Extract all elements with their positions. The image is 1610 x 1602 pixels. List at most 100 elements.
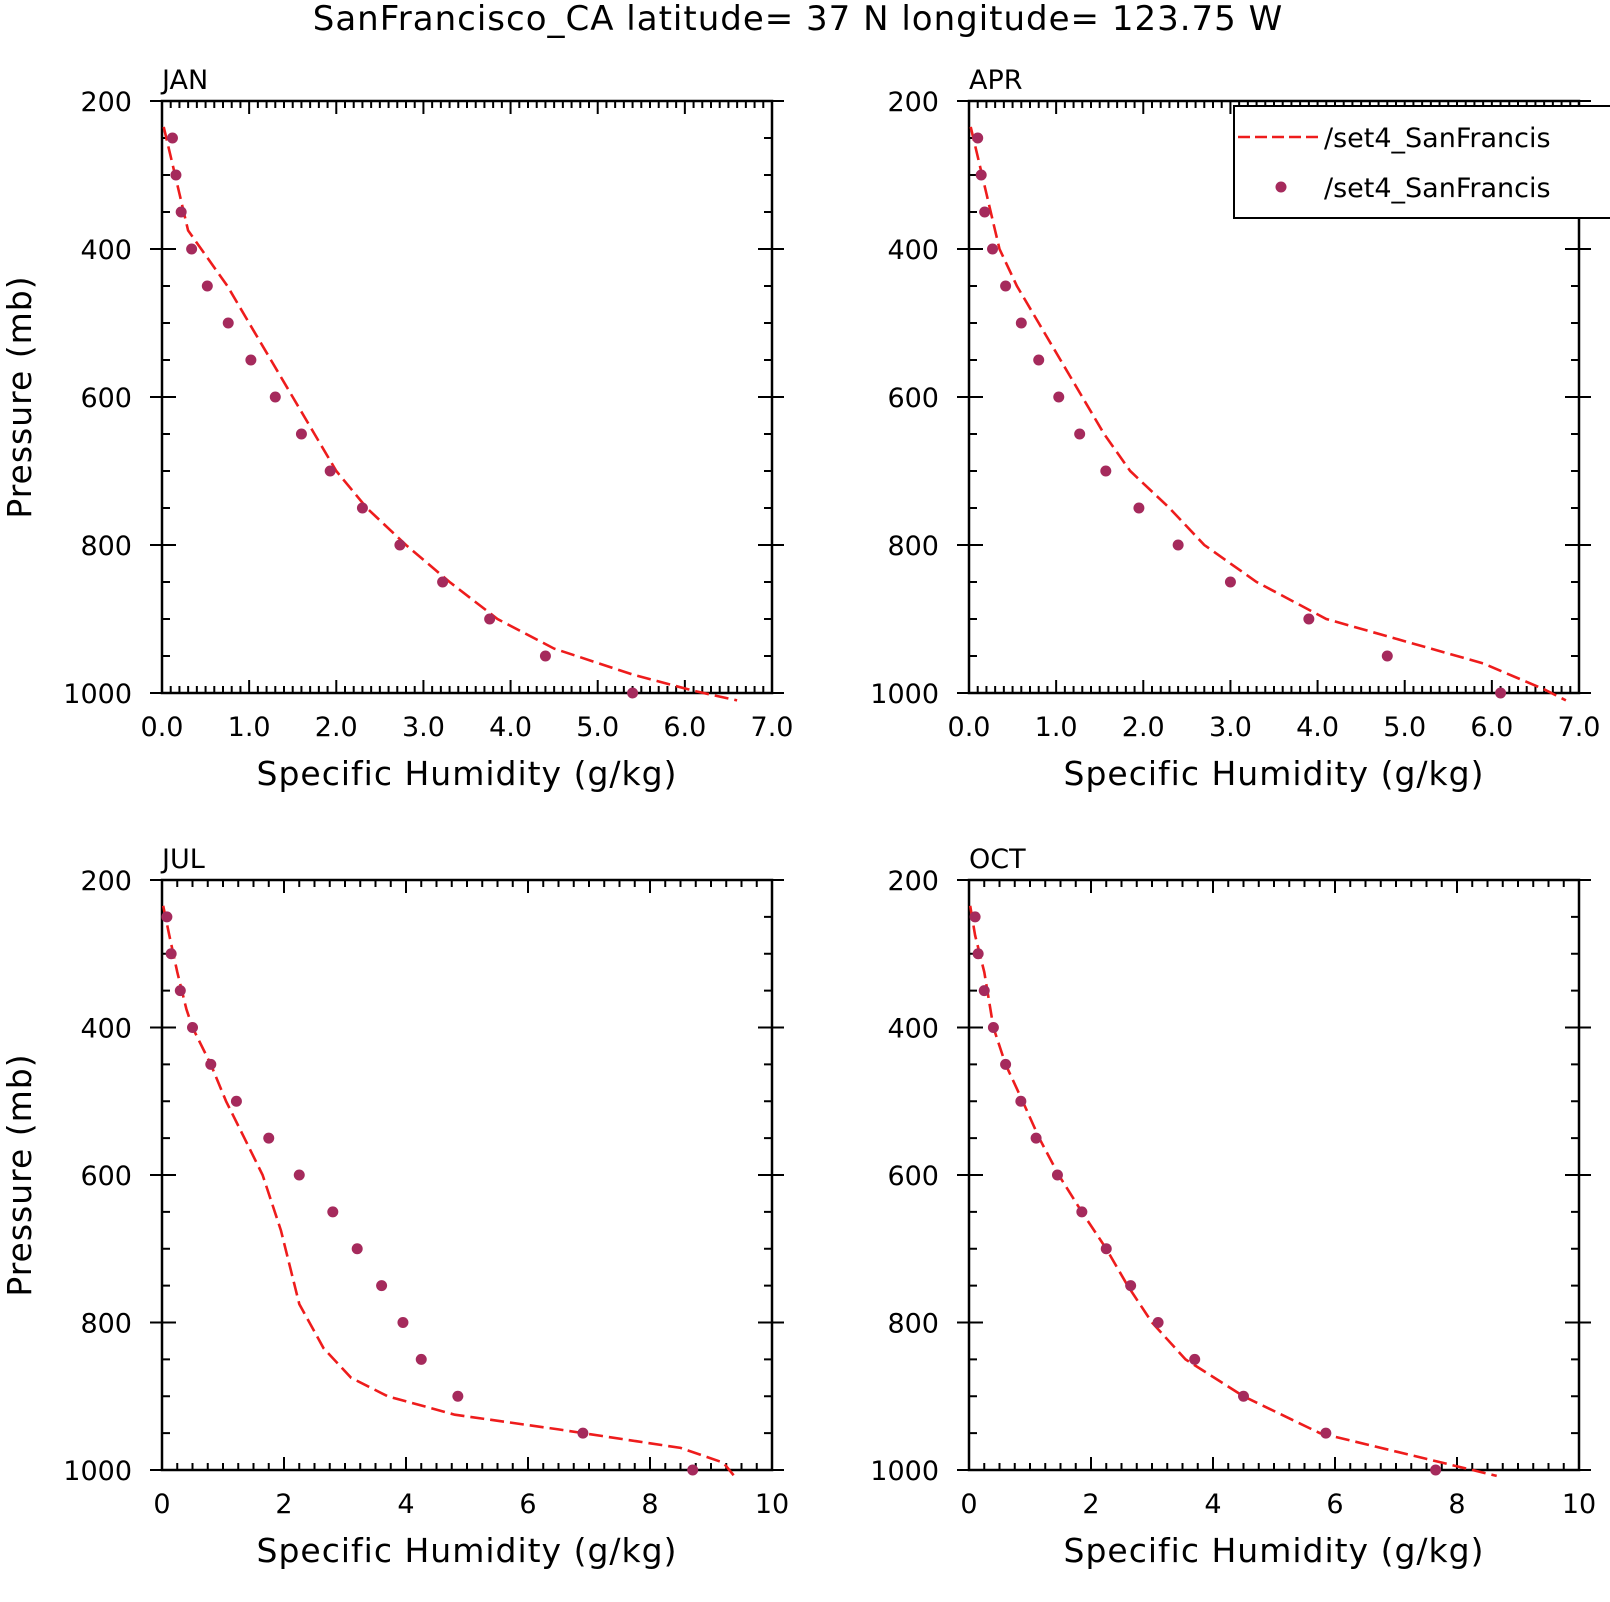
data-point [1100, 465, 1112, 477]
data-point [979, 206, 991, 218]
data-point [230, 1095, 242, 1107]
observation-points [972, 132, 1507, 699]
data-point [174, 985, 186, 997]
data-point [1381, 650, 1393, 662]
legend-frame [1233, 105, 1610, 219]
data-point [356, 502, 368, 514]
data-point [1172, 539, 1184, 551]
x-tick-label: 1.0 [1035, 712, 1078, 743]
data-point [1238, 1390, 1249, 1402]
data-point [295, 428, 307, 440]
data-point [1189, 1353, 1201, 1365]
figure-title: SanFrancisco_CA latitude= 37 N longitude… [313, 0, 1284, 39]
data-point [987, 1022, 999, 1033]
data-point [1074, 428, 1086, 440]
y-tick-label: 400 [887, 235, 939, 266]
panel-jan: JAN 0.0 1.0 2.0 3.0 4.0 5.0 6.0 7.0 200 400 600 800 1… [0, 65, 793, 793]
data-point [484, 613, 496, 625]
x-tick-label: 4 [397, 1489, 414, 1520]
data-point [1053, 391, 1065, 403]
x-tick-label: 0.0 [141, 712, 184, 743]
model-dashed-line [162, 126, 738, 702]
y-tick-label: 800 [80, 531, 132, 562]
data-point [351, 1243, 363, 1255]
y-tick-label: 400 [80, 1014, 132, 1045]
data-point [165, 948, 177, 960]
x-tick-label: 2.0 [1122, 712, 1165, 743]
x-tick-label: 0 [960, 1489, 977, 1520]
model-dashed-line [161, 905, 737, 1479]
y-tick-label: 200 [80, 866, 132, 897]
x-tick-label: 0.0 [948, 712, 991, 743]
x-tick-label: 0 [153, 1489, 170, 1520]
y-axis-title: Pressure (mb) [0, 275, 39, 518]
data-point [1320, 1427, 1332, 1439]
data-point [376, 1280, 388, 1292]
data-point [201, 280, 213, 292]
x-tick-label: 7.0 [751, 712, 794, 743]
data-point [972, 948, 984, 960]
y-tick-label: 1000 [63, 1456, 132, 1487]
x-tick-label: 7.0 [1558, 712, 1601, 743]
y-tick-label: 800 [887, 531, 939, 562]
x-tick-label: 8 [1448, 1489, 1465, 1520]
data-point [1125, 1280, 1137, 1292]
data-point [1224, 576, 1236, 588]
y-tick-label: 800 [887, 1309, 939, 1340]
data-point [969, 911, 981, 923]
x-tick-label: 6 [519, 1489, 536, 1520]
y-tick-label: 600 [80, 1161, 132, 1192]
ticks [957, 100, 1591, 694]
ticks [150, 879, 784, 1471]
x-axis-title: Specific Humidity (g/kg) [1064, 1531, 1485, 1570]
y-tick-label: 200 [887, 87, 939, 118]
data-point [987, 243, 999, 255]
data-point [161, 911, 173, 923]
x-tick-label: 10 [755, 1489, 789, 1520]
data-point [324, 465, 336, 477]
data-point [394, 539, 406, 551]
data-point [1051, 1169, 1063, 1181]
x-axis-title: Specific Humidity (g/kg) [257, 1531, 678, 1570]
data-point [245, 354, 257, 366]
x-tick-label: 6.0 [663, 712, 706, 743]
ticks [957, 879, 1591, 1471]
panel-label: JUL [160, 844, 205, 875]
x-tick-label: 4.0 [1296, 712, 1339, 743]
observation-points [969, 911, 1442, 1476]
x-tick-label: 3.0 [402, 712, 445, 743]
data-point [687, 1464, 699, 1476]
data-point [1495, 687, 1507, 699]
x-tick-label: 5.0 [1383, 712, 1426, 743]
data-point [397, 1317, 409, 1328]
data-point [539, 650, 551, 662]
data-point [1000, 1058, 1012, 1070]
plot-frame [160, 878, 774, 1472]
legend: /set4_SanFrancis/set4_SanFrancis [1233, 105, 1610, 219]
data-point [1133, 502, 1145, 514]
x-tick-label: 10 [1562, 1489, 1596, 1520]
data-point [269, 391, 281, 403]
x-axis-title: Specific Humidity (g/kg) [1064, 754, 1485, 793]
x-tick-label: 1.0 [228, 712, 271, 743]
data-point [437, 576, 449, 588]
data-point [627, 687, 639, 699]
x-tick-label: 6.0 [1470, 712, 1513, 743]
data-point [175, 206, 187, 218]
panel-label: APR [969, 65, 1023, 96]
legend-label: /set4_SanFrancis [1324, 123, 1551, 154]
model-dashed-line [968, 905, 1498, 1478]
y-tick-label: 800 [80, 1309, 132, 1340]
x-tick-label: 5.0 [576, 712, 619, 743]
data-point [293, 1169, 305, 1181]
data-point [1030, 1132, 1042, 1144]
x-tick-label: 4 [1204, 1489, 1221, 1520]
y-tick-label: 1000 [63, 679, 132, 710]
data-point [972, 132, 984, 144]
observation-points [161, 911, 699, 1476]
y-tick-label: 600 [887, 383, 939, 414]
data-point [186, 243, 198, 255]
panel-label: OCT [969, 844, 1026, 875]
legend-box: /set4_SanFrancis/set4_SanFrancis [1233, 105, 1610, 219]
